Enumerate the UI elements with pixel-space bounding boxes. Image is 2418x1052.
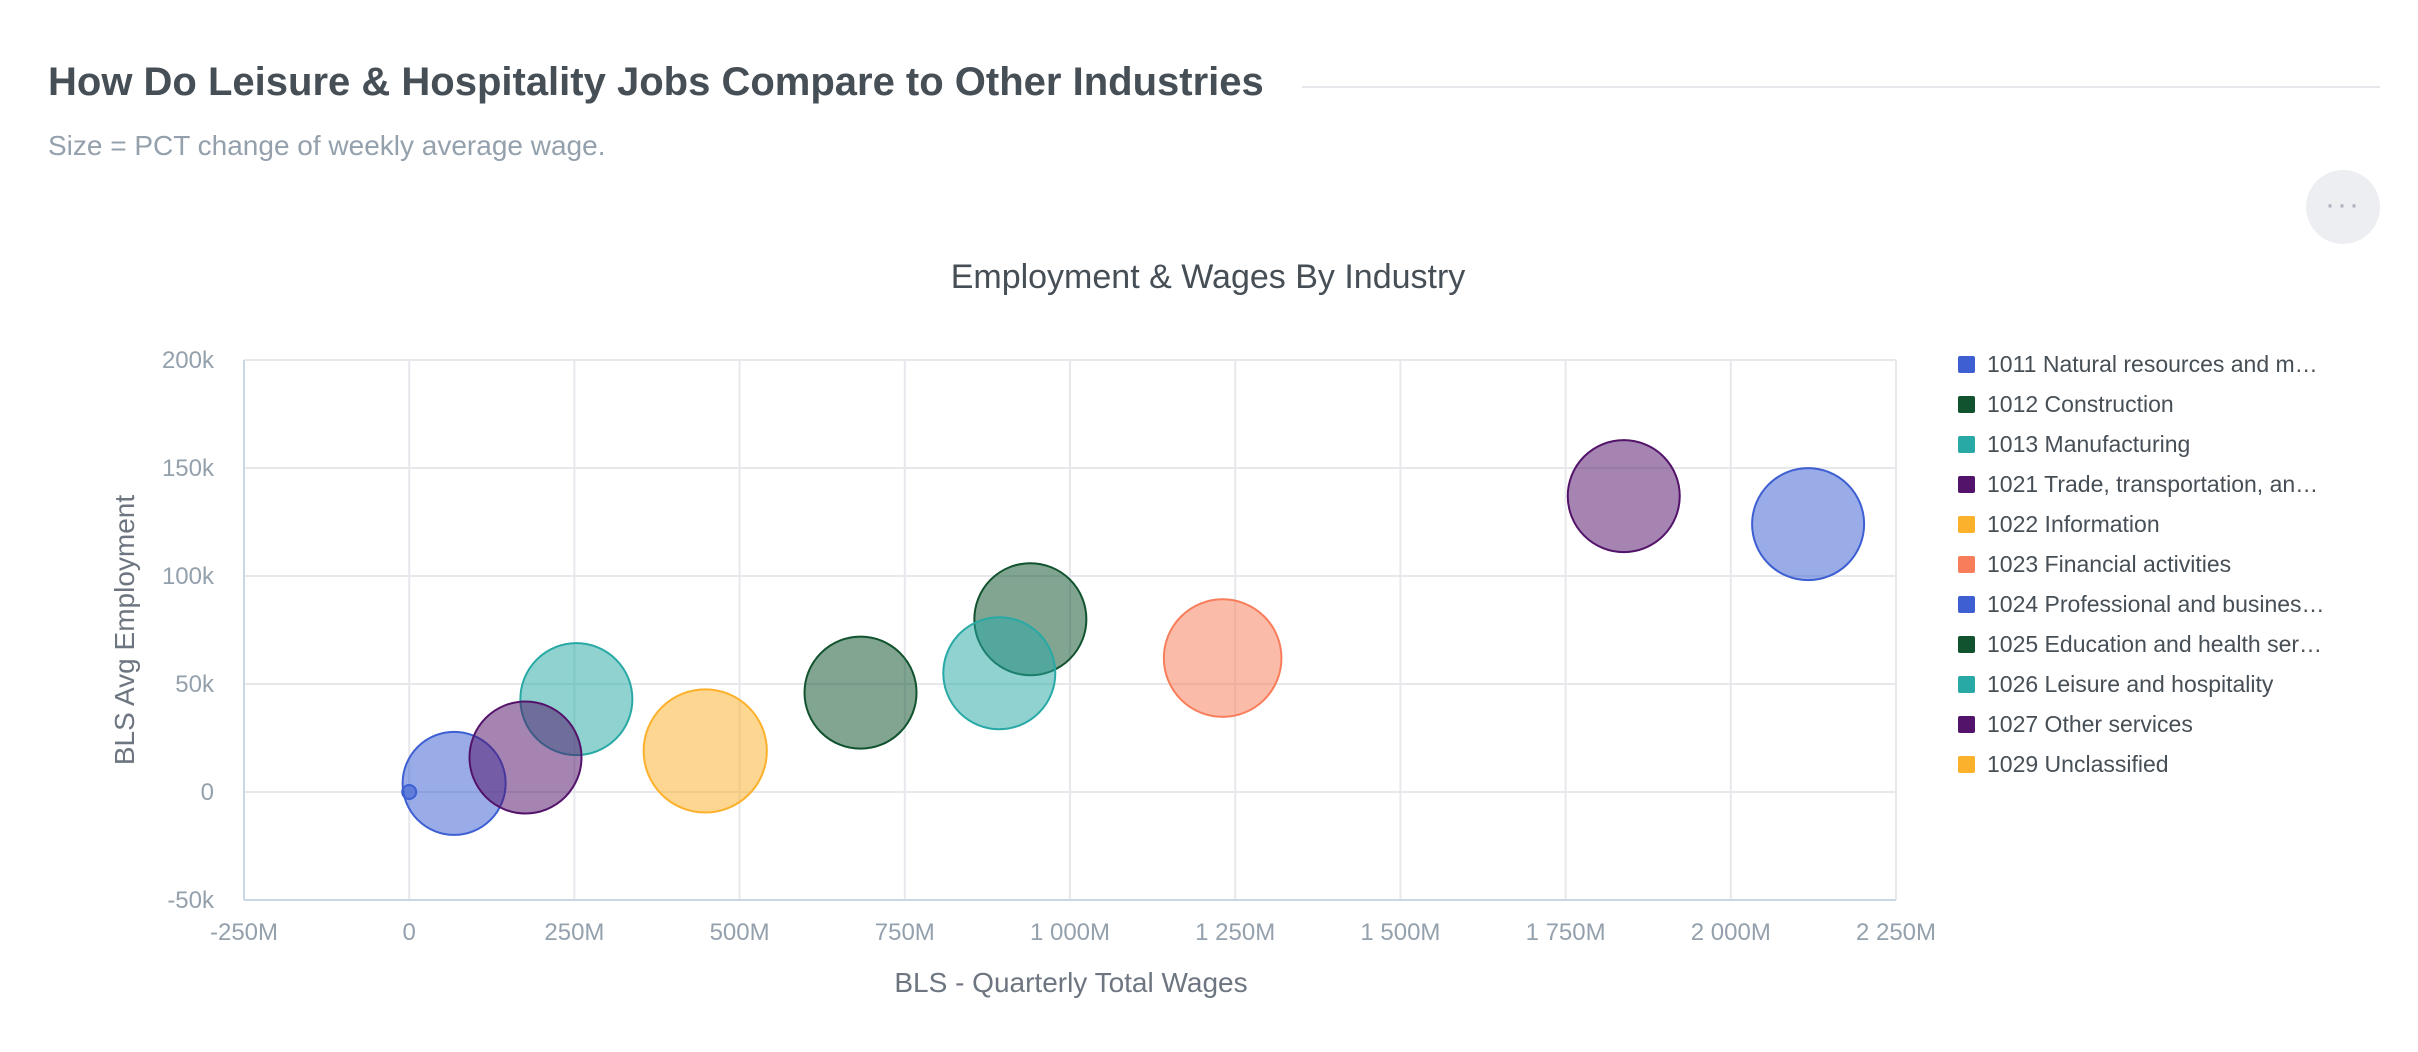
legend-item[interactable]: 1021 Trade, transportation, an…	[1958, 464, 2398, 504]
page-subtitle: Size = PCT change of weekly average wage…	[48, 130, 606, 161]
x-tick-label: 2 000M	[1691, 919, 1771, 946]
more-options-icon: ···	[2325, 188, 2361, 221]
x-tick-label: 1 000M	[1030, 919, 1110, 946]
legend-swatch	[1958, 755, 1975, 773]
legend-label: 1024 Professional and busines…	[1987, 590, 2325, 617]
legend-swatch	[1958, 675, 1975, 693]
x-tick-label: 0	[403, 919, 416, 946]
chart-legend: 1011 Natural resources and m… 1012 Constr…	[1958, 344, 2398, 784]
y-tick-label: 100k	[162, 563, 215, 590]
x-tick-label: 1 250M	[1195, 919, 1275, 946]
legend-label: 1021 Trade, transportation, an…	[1987, 470, 2319, 497]
legend-swatch	[1958, 555, 1975, 573]
legend-label: 1022 Information	[1987, 510, 2160, 537]
legend-item[interactable]: 1024 Professional and busines…	[1958, 584, 2398, 624]
bubble-point	[1162, 598, 1283, 718]
title-divider	[1302, 86, 2380, 88]
x-tick-label: 1 750M	[1526, 919, 1606, 946]
y-tick-label: 50k	[175, 671, 215, 698]
y-tick-label: 0	[201, 779, 214, 806]
legend-swatch	[1958, 515, 1975, 533]
legend-swatch	[1958, 635, 1975, 653]
y-tick-label: 200k	[162, 347, 215, 374]
legend-label: 1023 Financial activities	[1987, 550, 2232, 577]
bubble-point	[1751, 467, 1866, 582]
page-title: How Do Leisure & Hospitality Jobs Compar…	[48, 60, 1264, 104]
legend-label: 1012 Construction	[1987, 390, 2174, 417]
chart-title: Employment & Wages By Industry	[951, 258, 1466, 296]
legend-swatch	[1958, 715, 1975, 733]
legend-item[interactable]: 1027 Other services	[1958, 704, 2398, 744]
legend-label: 1026 Leisure and hospitality	[1987, 670, 2274, 697]
tick-labels: -250M 0 250M 500M 750M 1 000M 1 250M 1 500M 1 75…	[162, 347, 1936, 946]
legend-label: 1011 Natural resources and m…	[1987, 350, 2318, 377]
y-tick-label: 150k	[162, 455, 215, 482]
x-tick-label: 2 250M	[1856, 919, 1936, 946]
y-tick-label: -50k	[167, 887, 215, 914]
legend-label: 1025 Education and health ser…	[1987, 630, 2323, 657]
legend-item[interactable]: 1026 Leisure and hospitality	[1958, 664, 2398, 704]
legend-item[interactable]: 1011 Natural resources and m…	[1958, 344, 2398, 384]
axes	[243, 360, 1896, 901]
legend-item[interactable]: 1023 Financial activities	[1958, 544, 2398, 584]
legend-item[interactable]: 1013 Manufacturing	[1958, 424, 2398, 464]
bubbles	[401, 439, 1866, 836]
legend-swatch	[1958, 395, 1975, 413]
x-tick-label: 1 500M	[1360, 919, 1440, 946]
legend-swatch	[1958, 475, 1975, 493]
legend-swatch	[1958, 435, 1975, 453]
legend-item[interactable]: 1025 Education and health ser…	[1958, 624, 2398, 664]
x-tick-label: -250M	[210, 919, 278, 946]
bubble-chart: Employment & Wages By Industry -250M 0 250…	[109, 258, 1936, 998]
legend-item[interactable]: 1022 Information	[1958, 504, 2398, 544]
bubble-point	[942, 616, 1057, 731]
legend-label: 1027 Other services	[1987, 710, 2193, 737]
x-tick-label: 500M	[710, 919, 770, 946]
x-axis-title: BLS - Quarterly Total Wages	[894, 967, 1247, 998]
x-tick-label: 750M	[875, 919, 935, 946]
legend-label: 1029 Unclassified	[1987, 750, 2169, 777]
bubble-point	[642, 688, 768, 814]
bubble-point	[803, 635, 918, 750]
bubble-point	[468, 700, 583, 815]
legend-swatch	[1958, 595, 1975, 613]
legend-label: 1013 Manufacturing	[1987, 430, 2191, 457]
y-axis-title: BLS Avg Employment	[109, 495, 140, 766]
legend-item[interactable]: 1012 Construction	[1958, 384, 2398, 424]
x-tick-label: 250M	[544, 919, 604, 946]
legend-swatch	[1958, 355, 1975, 373]
bubble-point	[1566, 439, 1681, 554]
legend-item[interactable]: 1029 Unclassified	[1958, 744, 2398, 784]
more-options-button[interactable]: ···	[2306, 170, 2380, 244]
